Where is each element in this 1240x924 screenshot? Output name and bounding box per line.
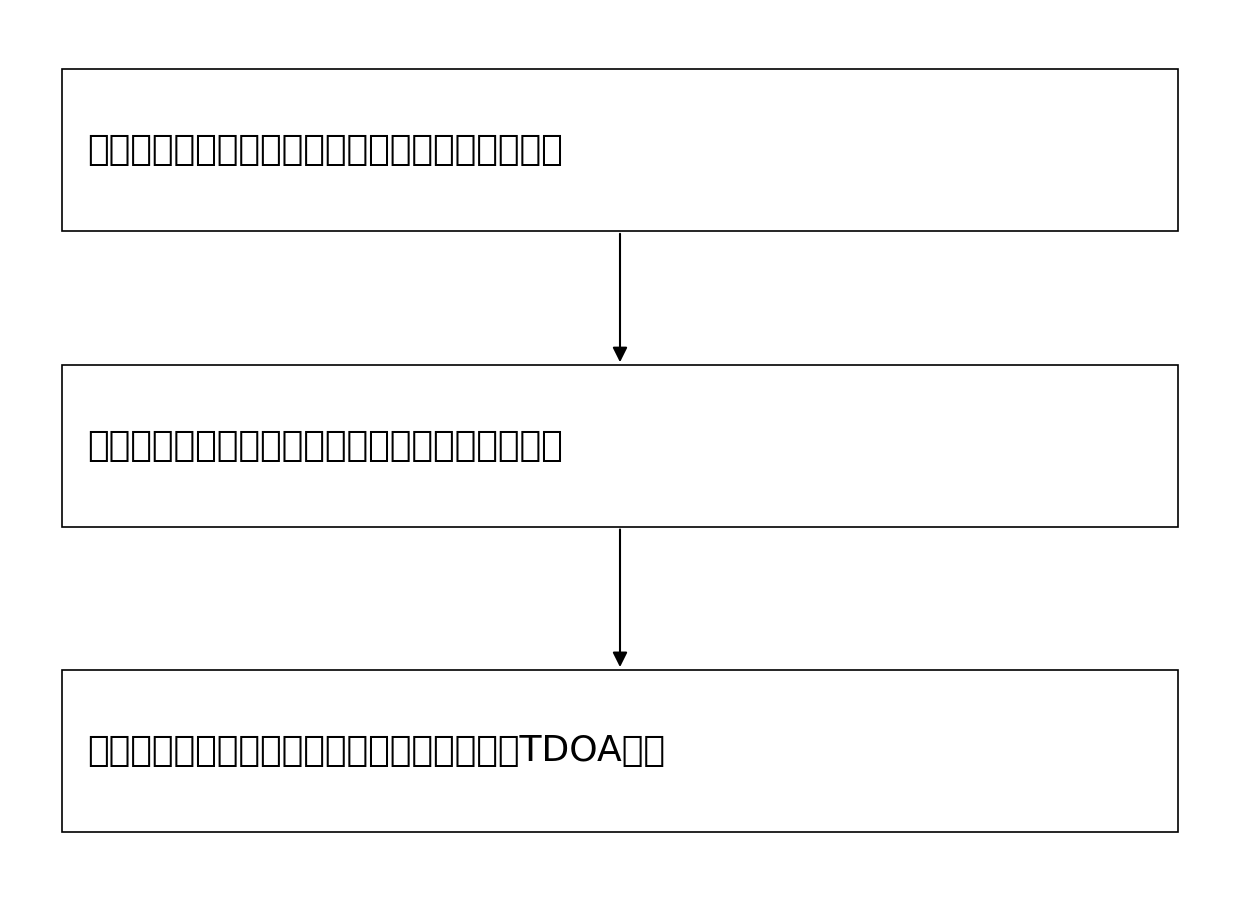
Text: 根据频偏纠正后的窄带信号计算时间差，进行TDOA定位: 根据频偏纠正后的窄带信号计算时间差，进行TDOA定位 bbox=[87, 734, 665, 768]
Bar bbox=[62, 365, 1178, 527]
Bar bbox=[62, 670, 1178, 832]
Text: 分别去除窄带信号之间的相对频偏值进行频偏纠正: 分别去除窄带信号之间的相对频偏值进行频偏纠正 bbox=[87, 429, 563, 463]
Bar bbox=[62, 69, 1178, 231]
Text: 接收不同测量站收到同一个辐射源发出的窄带信号: 接收不同测量站收到同一个辐射源发出的窄带信号 bbox=[87, 133, 563, 167]
